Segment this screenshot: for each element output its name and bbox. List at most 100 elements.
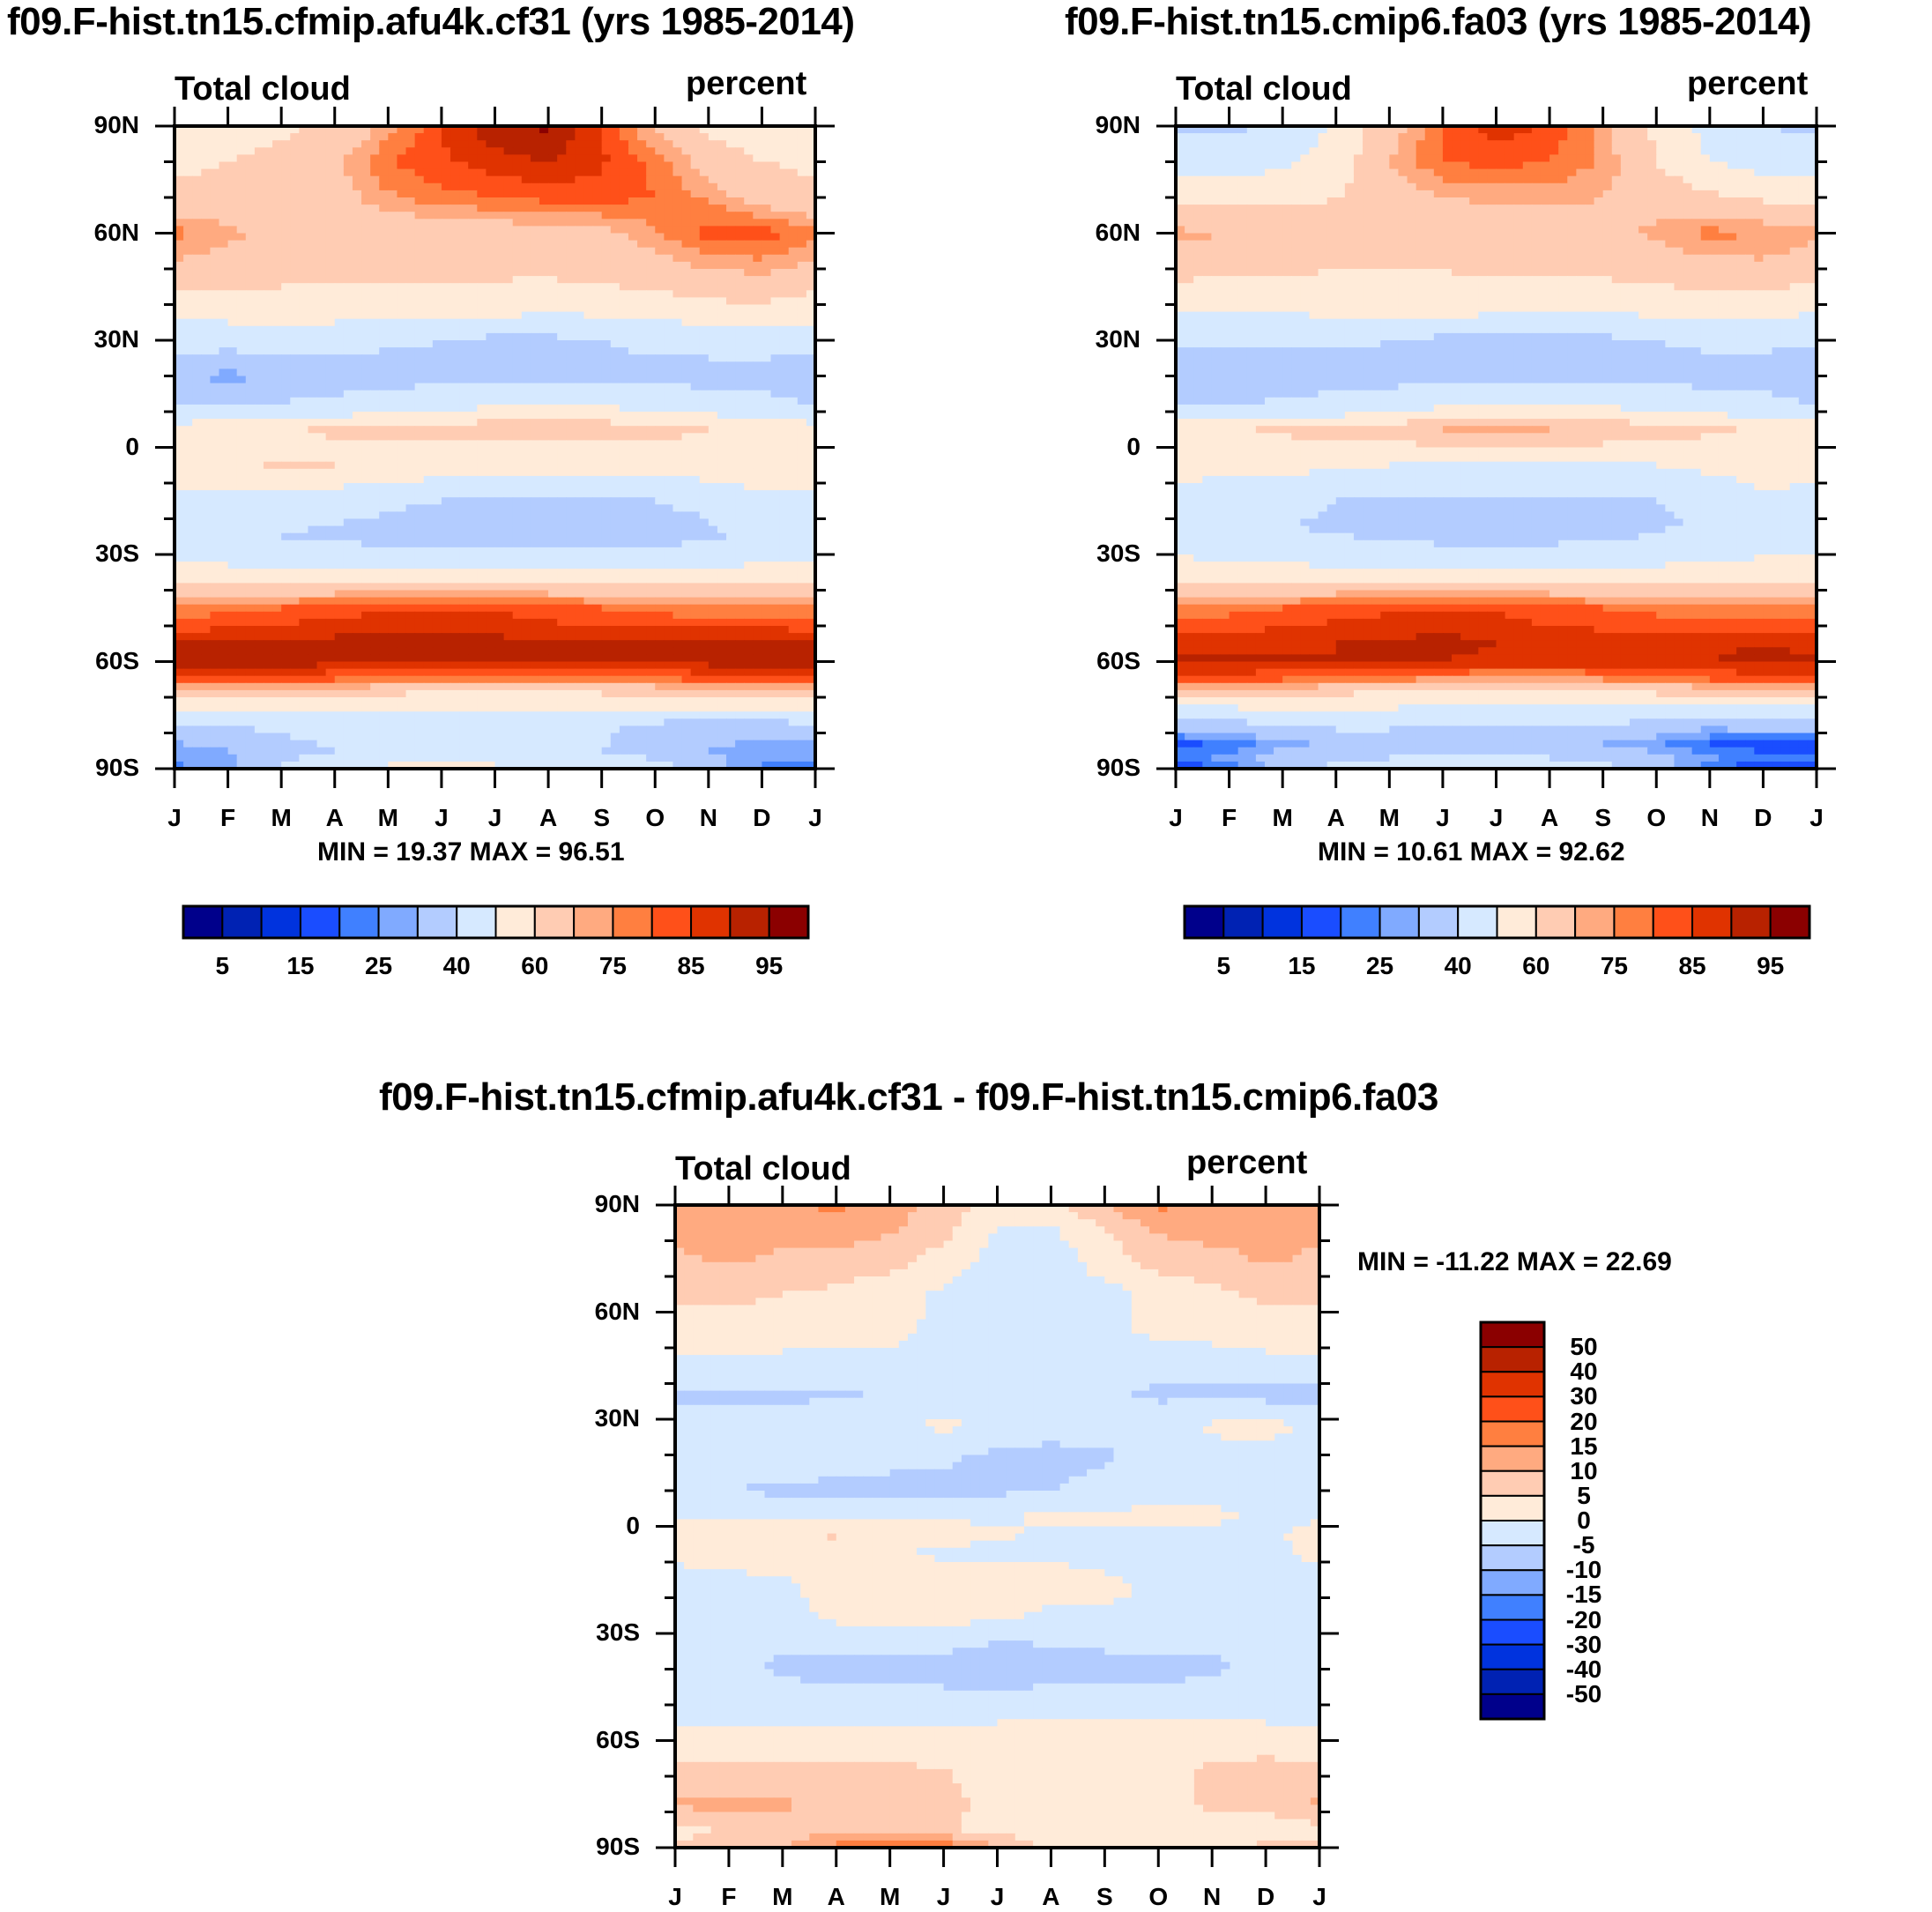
contour-cell: [316, 226, 327, 234]
contour-cell: [316, 311, 327, 320]
contour-cell: [681, 368, 692, 377]
contour-cell: [788, 190, 799, 198]
contour-cell: [316, 212, 327, 219]
contour-cell: [477, 497, 487, 505]
contour-cell: [681, 397, 692, 405]
contour-cell: [753, 297, 763, 306]
contour-cell: [361, 276, 371, 284]
contour-cell: [201, 261, 211, 270]
contour-cell: [477, 412, 487, 420]
contour-cell: [690, 126, 701, 134]
contour-cell: [175, 562, 184, 569]
contour-cell: [494, 412, 505, 420]
contour-cell: [210, 133, 220, 141]
contour-cell: [414, 611, 425, 620]
contour-cell: [619, 383, 629, 391]
contour-cell: [548, 525, 558, 534]
contour-cell: [263, 261, 273, 270]
contour-cell: [459, 154, 469, 163]
contour-cell: [423, 525, 434, 534]
contour-cell: [557, 340, 567, 348]
contour-cell: [414, 525, 425, 534]
contour-cell: [512, 554, 523, 562]
contour-cell: [530, 240, 540, 249]
contour-cell: [192, 226, 202, 234]
contour-cell: [806, 297, 816, 306]
contour-cell: [566, 454, 576, 463]
contour-cell: [717, 525, 727, 534]
contour-cell: [503, 504, 514, 512]
contour-cell: [494, 261, 505, 270]
contour-cell: [503, 390, 514, 398]
contour-cell: [806, 597, 816, 606]
contour-cell: [699, 318, 710, 327]
contour-cell: [210, 518, 220, 527]
contour-cell: [619, 547, 629, 555]
contour-cell: [690, 518, 701, 527]
contour-cell: [619, 325, 629, 334]
contour-cell: [210, 447, 220, 456]
contour-cell: [619, 219, 629, 227]
contour-cell: [316, 539, 327, 548]
contour-cell: [299, 461, 309, 470]
contour-cell: [334, 219, 345, 227]
contour-cell: [708, 190, 718, 198]
contour-cell: [227, 383, 238, 391]
contour-cell: [227, 412, 238, 420]
contour-cell: [494, 276, 505, 284]
contour-cell: [405, 276, 416, 284]
contour-cell: [548, 376, 558, 384]
contour-cell: [575, 426, 585, 434]
contour-cell: [628, 597, 638, 606]
contour-cell: [432, 583, 442, 591]
contour-cell: [175, 168, 184, 177]
contour-cell: [646, 433, 656, 441]
contour-cell: [423, 383, 434, 391]
contour-cell: [405, 197, 416, 205]
contour-cell: [530, 340, 540, 348]
contour-cell: [352, 332, 362, 341]
contour-cell: [664, 440, 674, 449]
contour-cell: [370, 276, 380, 284]
contour-cell: [263, 368, 273, 377]
contour-cell: [352, 569, 362, 577]
contour-cell: [263, 419, 273, 427]
contour-cell: [432, 404, 442, 413]
contour-cell: [210, 597, 220, 606]
contour-cell: [539, 175, 549, 184]
contour-cell: [530, 276, 540, 284]
contour-cell: [343, 490, 353, 498]
contour-cell: [806, 611, 816, 620]
contour-cell: [486, 133, 496, 141]
contour-cell: [423, 261, 434, 270]
contour-cell: [379, 197, 389, 205]
contour-cell: [263, 340, 273, 348]
contour-cell: [219, 283, 229, 291]
contour-cell: [388, 368, 398, 377]
contour-cell: [753, 325, 763, 334]
contour-cell: [379, 154, 389, 163]
contour-cell: [325, 611, 336, 620]
contour-cell: [263, 290, 273, 298]
contour-cell: [263, 447, 273, 456]
contour-cell: [655, 440, 665, 449]
contour-cell: [664, 468, 674, 477]
contour-cell: [655, 397, 665, 405]
contour-cell: [299, 219, 309, 227]
contour-cell: [646, 611, 656, 620]
contour-cell: [210, 539, 220, 548]
contour-cell: [397, 461, 407, 470]
contour-cell: [414, 490, 425, 498]
contour-cell: [610, 261, 620, 270]
contour-cell: [699, 376, 710, 384]
contour-cell: [254, 618, 264, 627]
contour-cell: [779, 461, 790, 470]
contour-cell: [601, 504, 612, 512]
contour-cell: [610, 161, 620, 170]
contour-cell: [379, 426, 389, 434]
contour-cell: [753, 433, 763, 441]
contour-cell: [414, 368, 425, 377]
contour-cell: [610, 412, 620, 420]
contour-cell: [459, 475, 469, 484]
contour-cell: [175, 297, 184, 306]
